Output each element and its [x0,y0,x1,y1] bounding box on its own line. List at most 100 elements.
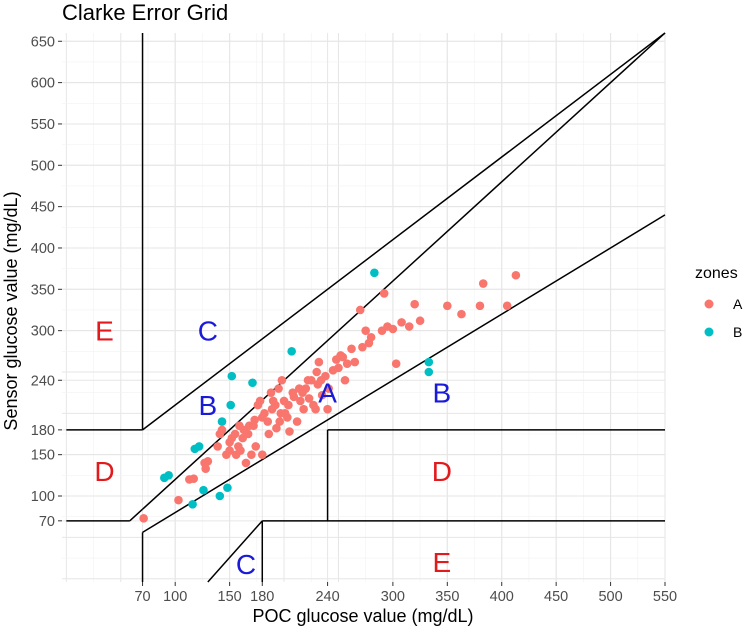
x-tick-label: 70 [134,589,150,605]
data-point-A [338,352,348,362]
legend-title: zones [695,265,738,282]
data-point-A [404,322,414,331]
data-point-A [274,384,283,393]
x-tick-label: 300 [381,589,405,605]
data-point-A [301,384,311,393]
y-tick-label: 450 [31,200,55,216]
y-tick-label: 550 [31,117,55,133]
y-tick-label: 500 [31,158,55,174]
data-point-A [410,299,419,309]
zone-label-B: B [433,378,452,409]
data-point-A [236,446,245,455]
x-tick-label: 550 [653,589,677,605]
legend-label-B: B [733,324,742,340]
data-point-A [379,289,389,298]
data-point-A [189,474,199,483]
zone-label-D: D [94,456,114,487]
chart-title: Clarke Error Grid [62,0,229,25]
data-point-B [424,357,434,367]
zone-boundary-line [142,214,666,534]
y-tick-label: 300 [31,324,55,340]
data-point-B [199,485,208,495]
zone-boundary-line [142,32,666,431]
zone-label-C: C [236,549,256,580]
x-tick-label: 180 [250,589,274,605]
data-point-A [312,367,321,377]
data-point-A [250,415,259,425]
data-point-A [299,404,308,414]
x-tick-label: 100 [163,589,187,605]
zone-label-C: C [198,316,218,347]
zone-label-D: D [432,456,452,487]
data-point-A [174,495,183,505]
data-point-B [370,268,379,278]
legend-label-A: A [733,296,743,312]
y-tick-label: 70 [39,514,55,530]
data-point-B [248,378,257,388]
y-tick-label: 180 [31,423,55,439]
y-tick-label: 150 [31,448,55,464]
data-point-A [284,400,293,410]
data-point-A [243,429,253,439]
x-tick-label: 400 [490,589,514,605]
x-tick-label: 450 [544,589,568,605]
y-tick-label: 400 [31,241,55,257]
x-axis-ticks: 70 100 150 180 240 300 350 400 450 500 550 [134,582,677,605]
data-point-A [478,279,488,288]
data-point-A [355,305,365,315]
zone-label-B: B [199,390,218,421]
data-point-A [260,409,269,418]
x-tick-label: 150 [218,589,242,605]
zone-label-E: E [95,316,114,347]
y-tick-label: 350 [31,282,55,298]
data-point-A [257,450,267,459]
data-point-A [311,404,320,414]
data-point-A [263,417,273,426]
zone-boundary-line [142,32,666,510]
data-point-A [475,301,485,311]
data-point-A [225,446,234,455]
data-point-B [188,499,197,509]
y-tick-label: 100 [31,489,55,505]
data-point-A [266,388,276,397]
data-point-A [415,316,425,326]
data-point-A [511,270,521,280]
data-point-A [314,357,324,367]
zone-boundary-line [129,508,144,522]
grid-lines [62,33,666,582]
data-point-A [241,458,251,468]
data-point-B [215,491,225,501]
data-point-A [323,404,332,414]
data-point-A [230,429,240,439]
data-point-B [164,471,173,480]
zone-label-E: E [433,547,452,578]
data-point-A [304,394,314,403]
data-point-A [347,344,356,354]
zone-boundary-line [207,520,263,583]
data-point-A [350,357,360,367]
data-point-B [223,483,232,493]
data-point-A [457,309,466,319]
legend-swatch-A [704,299,714,309]
data-point-A [271,400,280,410]
data-point-A [292,417,302,426]
data-point-A [321,371,330,381]
data-point-A [340,375,350,385]
x-axis-title: POC glucose value (mg/dL) [252,606,473,626]
zone-label-A: A [318,378,337,409]
data-point-A [247,450,256,459]
data-point-A [285,427,294,436]
data-point-B [226,400,236,410]
y-axis-ticks: 70 100 150 180 240 300 350 400 450 500 550 600 650 [31,34,62,530]
data-point-A [289,392,299,402]
data-point-B [217,417,227,426]
data-point-A [213,442,222,451]
data-point-A [317,390,327,400]
data-points [139,268,521,523]
data-point-A [366,332,376,342]
data-point-B [194,442,204,451]
y-tick-label: 240 [31,373,55,389]
data-point-A [203,456,213,466]
data-point-A [358,342,367,352]
